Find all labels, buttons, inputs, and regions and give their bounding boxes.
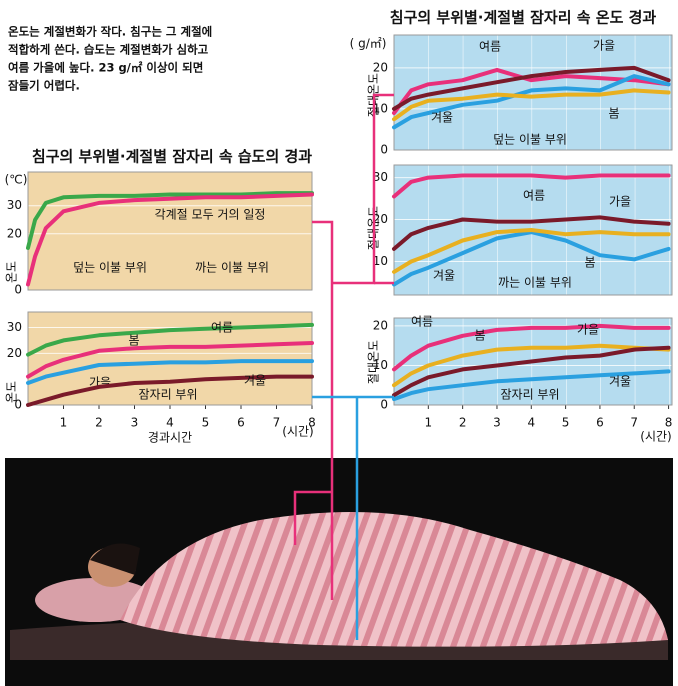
series-line — [392, 173, 671, 199]
left-title: 침구의 부위별·계절별 잠자리 속 습도의 경과 — [32, 148, 312, 166]
series-label: 봄 — [584, 256, 595, 270]
series-line — [392, 65, 671, 111]
y-unit: (℃) — [5, 173, 28, 187]
x-tick-label: 6 — [596, 416, 604, 430]
x-tick-label: 5 — [202, 416, 210, 430]
y-tick-label: 10 — [373, 254, 388, 268]
y-unit: ( g/㎡) — [350, 37, 387, 51]
y-axis-label: 온도 — [5, 381, 19, 403]
y-tick-label: 10 — [373, 358, 388, 372]
plot-frame — [27, 311, 313, 406]
y-tick-label: 20 — [7, 346, 22, 360]
series-line — [392, 215, 671, 251]
series-label: 까는 이불 부위 — [195, 261, 269, 275]
y-axis-label: 절대온도 — [367, 340, 381, 384]
x-unit: (시간) — [640, 430, 671, 444]
series-line — [392, 323, 671, 372]
right-title: 침구의 부위별·계절별 잠자리 속 온도 경과 — [390, 9, 657, 27]
series-line — [26, 191, 314, 250]
series-label: 가을 — [609, 195, 631, 209]
series-line — [392, 230, 671, 287]
series-line — [392, 228, 671, 274]
plot-frame — [27, 171, 313, 291]
series-line — [26, 374, 314, 407]
series-label: 여름 — [211, 321, 233, 335]
note-line: 온도는 계절변화가 작다. 침구는 그 계절에 — [8, 25, 212, 39]
y-tick-label: 20 — [373, 60, 388, 74]
y-tick-label: 0 — [380, 143, 388, 157]
x-axis-label: 경과시간 — [148, 431, 192, 445]
note-line: 적합하게 쓴다. 습도는 계절변화가 심하고 — [8, 43, 209, 57]
series-line — [392, 343, 671, 388]
series-line — [26, 322, 314, 357]
series-line — [26, 192, 314, 287]
x-tick-label: 4 — [166, 416, 174, 430]
series-label: 겨울 — [244, 374, 266, 388]
note-line: 여름 가을에 높다. 23 g/㎡ 이상이 되면 — [8, 61, 203, 75]
x-tick-label: 8 — [308, 416, 316, 430]
y-tick-label: 0 — [14, 283, 22, 297]
x-unit: (시간) — [282, 425, 313, 439]
series-label: 봄 — [608, 107, 619, 121]
y-tick-label: 20 — [373, 318, 388, 332]
x-tick-label: 3 — [131, 416, 139, 430]
y-tick-label: 30 — [7, 198, 22, 212]
series-label: 겨울 — [609, 375, 631, 389]
x-tick-label: 3 — [493, 416, 501, 430]
series-label: 겨울 — [431, 111, 453, 125]
series-label: 봄 — [474, 329, 485, 343]
series-label: 덮는 이불 부위 — [73, 261, 147, 275]
y-tick-label: 0 — [380, 398, 388, 412]
plot-frame — [393, 317, 673, 406]
y-tick-label: 0 — [14, 398, 22, 412]
series-line — [392, 88, 671, 122]
x-tick-label: 7 — [630, 416, 638, 430]
series-label: 겨울 — [433, 269, 455, 283]
series-label: 봄 — [128, 334, 139, 348]
series-label: 여름 — [411, 315, 433, 329]
series-line — [392, 67, 671, 115]
series-label: 여름 — [479, 40, 501, 54]
photo — [5, 458, 673, 686]
x-tick-label: 4 — [527, 416, 535, 430]
plot-frame — [393, 164, 673, 296]
series-line — [26, 359, 314, 385]
y-tick-label: 30 — [373, 170, 388, 184]
annotation: 잠자리 부위 — [500, 388, 559, 402]
y-axis-label: 온도 — [5, 261, 19, 283]
y-tick-label: 10 — [373, 101, 388, 115]
x-tick-label: 2 — [95, 416, 103, 430]
x-tick-label: 6 — [237, 416, 245, 430]
x-tick-label: 1 — [60, 416, 68, 430]
y-tick-label: 20 — [373, 212, 388, 226]
series-label: 가을 — [577, 323, 599, 337]
x-tick-label: 5 — [562, 416, 570, 430]
x-tick-label: 1 — [425, 416, 433, 430]
y-tick-label: 20 — [7, 226, 22, 240]
note-line: 잠들기 어렵다. — [8, 79, 80, 93]
connectors — [293, 93, 394, 640]
series-line — [392, 345, 671, 398]
annotation: 각계절 모두 거의 일정 — [155, 208, 266, 222]
series-line — [26, 341, 314, 379]
series-label: 가을 — [593, 39, 615, 53]
x-tick-label: 7 — [273, 416, 281, 430]
annotation: 덮는 이불 부위 — [493, 133, 567, 147]
annotation: 까는 이불 부위 — [498, 276, 572, 290]
plot-frame — [393, 34, 673, 151]
series-label: 여름 — [523, 189, 545, 203]
x-tick-label: 8 — [665, 416, 673, 430]
x-tick-label: 2 — [459, 416, 467, 430]
annotation: 잠자리 부위 — [138, 388, 197, 402]
y-tick-label: 30 — [7, 320, 22, 334]
plot-background — [28, 172, 312, 290]
series-line — [392, 369, 671, 402]
